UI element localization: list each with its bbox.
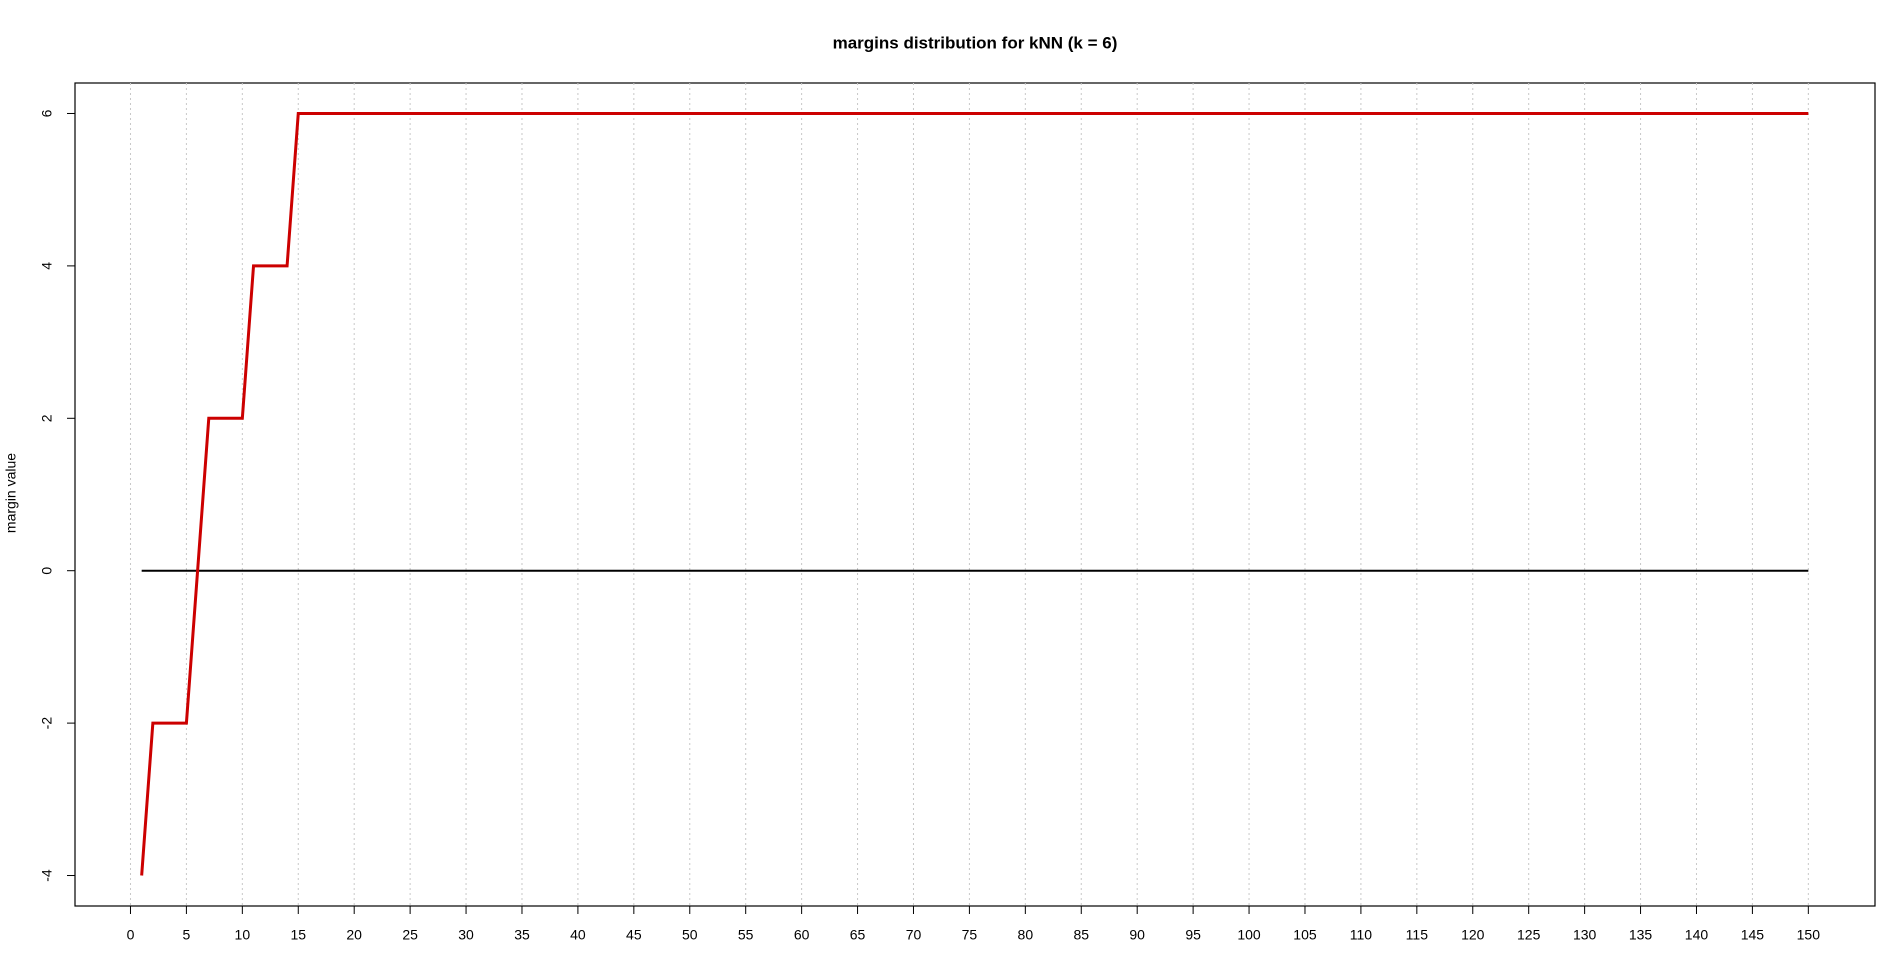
x-tick-label: 150 [1797, 927, 1821, 943]
x-tick-label: 85 [1073, 927, 1089, 943]
y-tick-label: 2 [39, 414, 55, 422]
x-tick-label: 145 [1741, 927, 1765, 943]
x-tick-label: 5 [183, 927, 191, 943]
x-tick-label: 105 [1293, 927, 1317, 943]
x-tick-label: 0 [127, 927, 135, 943]
x-tick-label: 130 [1573, 927, 1597, 943]
x-tick-label: 120 [1461, 927, 1485, 943]
y-tick-label: -2 [39, 717, 55, 730]
x-tick-label: 140 [1685, 927, 1709, 943]
x-tick-label: 100 [1237, 927, 1261, 943]
x-tick-label: 15 [290, 927, 306, 943]
x-tick-label: 125 [1517, 927, 1541, 943]
x-tick-label: 80 [1018, 927, 1034, 943]
x-tick-label: 40 [570, 927, 586, 943]
x-tick-label: 110 [1350, 927, 1373, 943]
x-tick-label: 20 [346, 927, 362, 943]
chart-title: margins distribution for kNN (k = 6) [833, 33, 1118, 52]
x-tick-label: 55 [738, 927, 754, 943]
x-tick-label: 35 [514, 927, 530, 943]
x-tick-label: 60 [794, 927, 810, 943]
plot-frame [74, 82, 1876, 907]
x-tick-label: 45 [626, 927, 642, 943]
x-tick-label: 115 [1406, 927, 1429, 943]
x-tick-label: 90 [1129, 927, 1145, 943]
x-tick-label: 65 [850, 927, 866, 943]
y-tick-label: -4 [39, 869, 55, 882]
x-tick-label: 30 [458, 927, 474, 943]
x-tick-label: 95 [1185, 927, 1201, 943]
y-tick-label: 4 [39, 262, 55, 270]
data-line [140, 111, 1809, 876]
x-tick-label: 25 [402, 927, 418, 943]
y-tick-label: 0 [39, 567, 55, 575]
y-axis-label: margin value [3, 453, 19, 533]
x-tick-label: 135 [1629, 927, 1653, 943]
x-tick-label: 70 [906, 927, 922, 943]
x-tick-label: 75 [962, 927, 978, 943]
x-tick-label: 50 [682, 927, 698, 943]
y-tick-label: 6 [39, 109, 55, 117]
x-tick-label: 10 [235, 927, 251, 943]
